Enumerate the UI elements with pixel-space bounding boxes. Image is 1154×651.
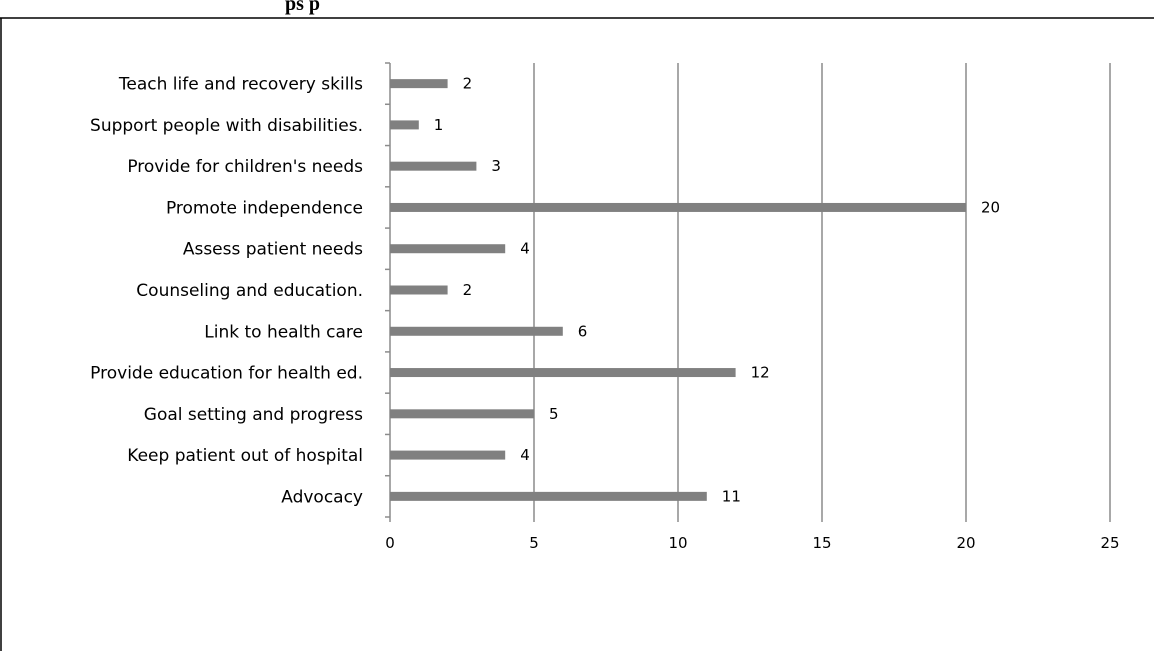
bar <box>390 79 448 89</box>
category-label: Goal setting and progress <box>144 405 363 425</box>
bars <box>390 79 966 501</box>
category-label: Promote independence <box>166 198 363 218</box>
x-tick-label: 10 <box>668 534 687 552</box>
data-label: 20 <box>981 198 1000 216</box>
data-label: 12 <box>751 364 770 382</box>
category-label: Provide for children's needs <box>127 157 363 177</box>
bar <box>390 285 448 295</box>
x-tick-label: 15 <box>812 534 831 552</box>
data-label: 6 <box>578 322 588 340</box>
bar <box>390 326 563 336</box>
bar <box>390 450 506 460</box>
data-label: 5 <box>549 405 559 423</box>
bar <box>390 161 477 171</box>
data-label: 4 <box>520 240 530 258</box>
data-label: 2 <box>463 281 473 299</box>
bar <box>390 244 506 254</box>
bar <box>390 491 707 501</box>
category-label: Advocacy <box>281 487 363 507</box>
x-tick-label: 0 <box>385 534 395 552</box>
data-label: 3 <box>491 157 501 175</box>
category-label: Assess patient needs <box>183 240 363 260</box>
data-label: 4 <box>520 446 530 464</box>
x-tick-label: 5 <box>529 534 539 552</box>
category-label: Keep patient out of hospital <box>127 446 363 466</box>
category-label: Support people with disabilities. <box>90 116 363 136</box>
category-label: Provide education for health ed. <box>90 364 363 384</box>
gridlines <box>533 63 1111 517</box>
bar <box>390 368 736 378</box>
category-label: Link to health care <box>204 322 363 342</box>
data-label: 11 <box>722 487 741 505</box>
x-tick-label: 25 <box>1100 534 1119 552</box>
category-label: Teach life and recovery skills <box>118 75 363 95</box>
category-label: Counseling and education. <box>136 281 363 301</box>
bar <box>390 409 534 419</box>
x-tick-label: 20 <box>956 534 975 552</box>
data-label: 2 <box>463 75 473 93</box>
bar <box>390 202 966 212</box>
bar <box>390 120 419 130</box>
chart-title-fragment: ps p <box>285 0 320 15</box>
data-label: 1 <box>434 116 444 134</box>
